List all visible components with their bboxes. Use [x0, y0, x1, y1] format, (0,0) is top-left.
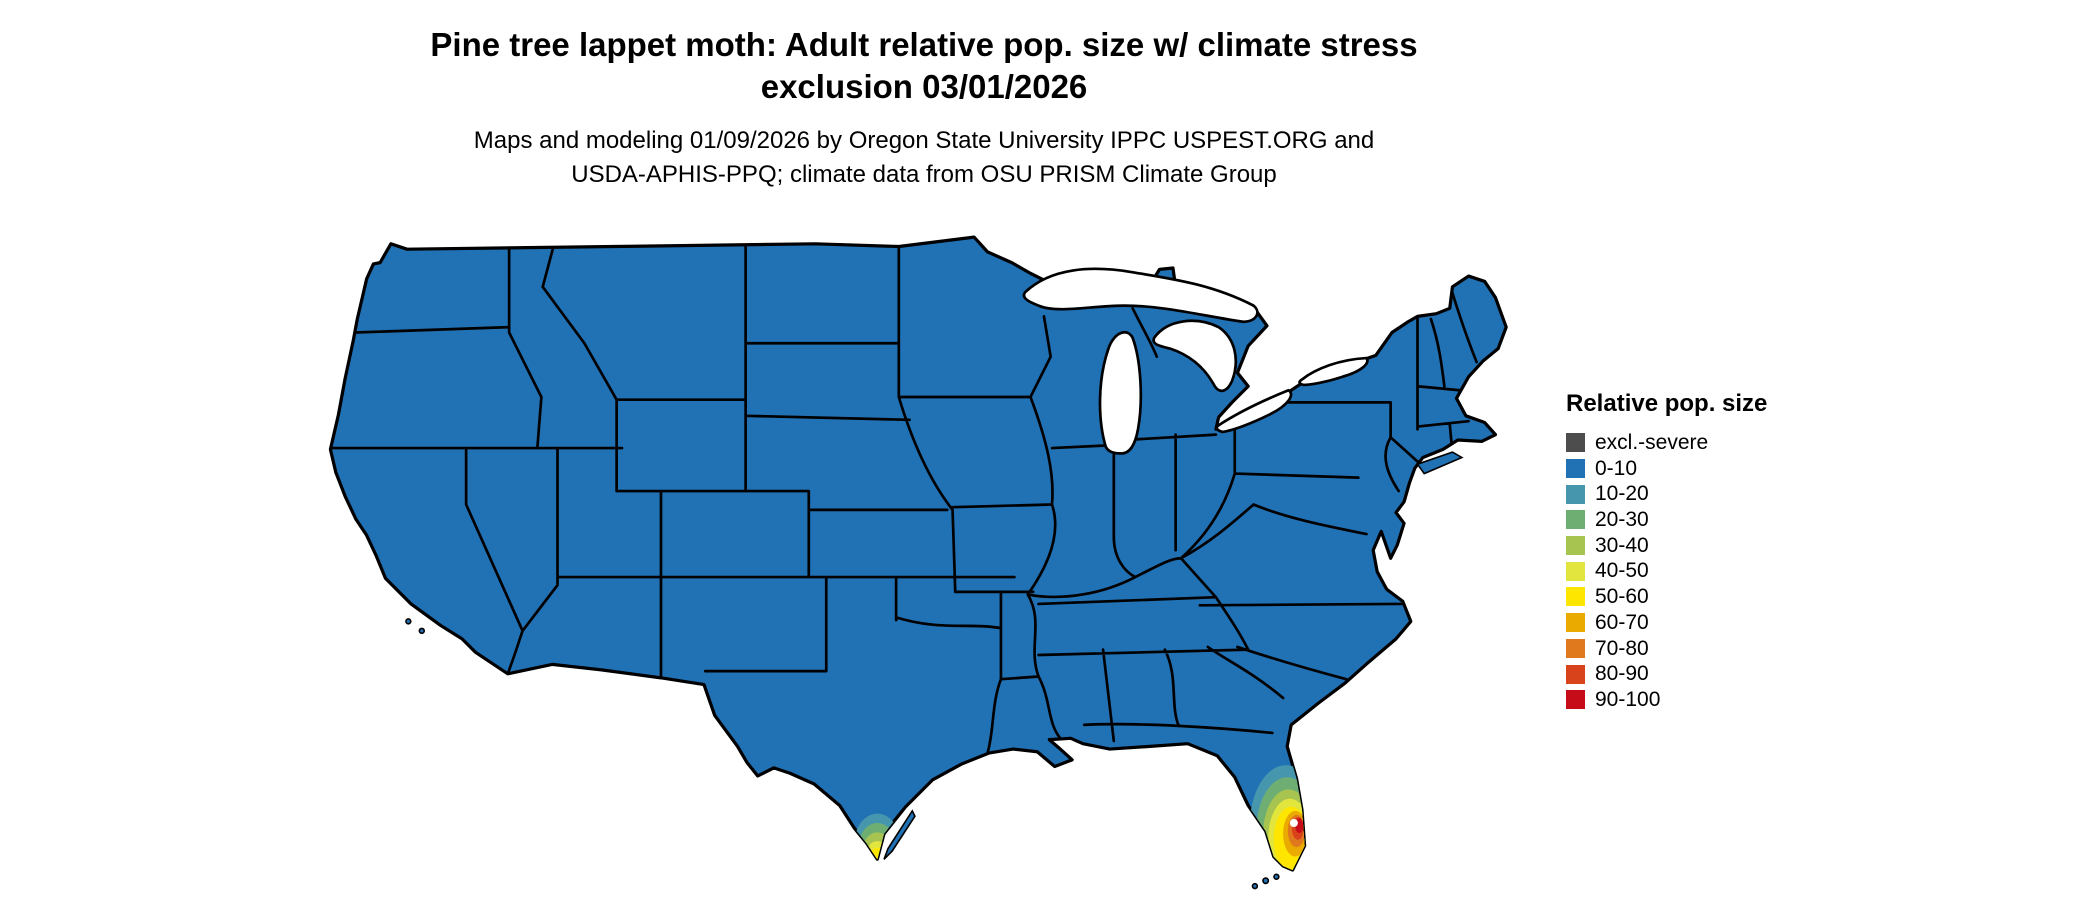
- map-title-line1: Pine tree lappet moth: Adult relative po…: [430, 26, 1418, 63]
- legend-swatch: [1566, 484, 1585, 504]
- legend-swatch: [1566, 664, 1585, 684]
- legend-swatch: [1566, 510, 1585, 530]
- lake-ontario: [1298, 356, 1369, 387]
- legend-item-label: 40-50: [1595, 559, 1649, 583]
- legend-swatch: [1566, 638, 1585, 658]
- legend-item: 50-60: [1566, 584, 1866, 610]
- great-lakes: [1022, 267, 1369, 455]
- legend-item-label: 0-10: [1595, 456, 1638, 480]
- legend-item-label: 90-100: [1595, 687, 1661, 711]
- us-map-figure: [278, 198, 1568, 897]
- legend-item: 90-100: [1566, 687, 1866, 713]
- legend-item: 80-90: [1566, 661, 1866, 687]
- legend-item-label: 50-60: [1595, 585, 1649, 609]
- map-title: Pine tree lappet moth: Adult relative po…: [0, 24, 1848, 108]
- legend-swatch: [1566, 536, 1585, 556]
- lake-superior: [1022, 267, 1259, 324]
- channel-island-2: [418, 627, 426, 635]
- padre-island: [883, 809, 916, 860]
- legend-item: 20-30: [1566, 507, 1866, 533]
- florida-key-3: [1273, 873, 1280, 880]
- legend-item-label: 60-70: [1595, 610, 1649, 634]
- lake-huron: [1152, 319, 1238, 393]
- legend-item-label: 30-40: [1595, 533, 1649, 557]
- legend-swatch: [1566, 561, 1585, 581]
- legend-item: 40-50: [1566, 558, 1866, 584]
- legend: Relative pop. size excl.-severe 0-10 10-…: [1566, 390, 1866, 713]
- legend-item-label: 20-30: [1595, 508, 1649, 532]
- legend-swatch: [1566, 690, 1585, 710]
- conus-landmass: [328, 235, 1508, 872]
- legend-item: 30-40: [1566, 533, 1866, 559]
- florida-key-1: [1262, 877, 1270, 885]
- legend-item: 0-10: [1566, 456, 1866, 482]
- legend-item-label: 80-90: [1595, 662, 1649, 686]
- legend-item: 60-70: [1566, 610, 1866, 636]
- map-title-line2: exclusion 03/01/2026: [760, 68, 1088, 106]
- state-borders-group: [330, 245, 1478, 755]
- lake-michigan: [1098, 330, 1143, 455]
- legend-swatch: [1566, 613, 1585, 633]
- legend-item-label: 10-20: [1595, 482, 1649, 506]
- legend-swatch: [1566, 459, 1585, 479]
- map-subtitle-line1: Maps and modeling 01/09/2026 by Oregon S…: [473, 127, 1375, 154]
- legend-swatch: [1566, 433, 1585, 453]
- legend-item-label: excl.-severe: [1595, 431, 1709, 454]
- us-map-svg: [328, 235, 1508, 890]
- florida-hotspot: [1249, 765, 1323, 870]
- legend-swatch: [1566, 587, 1585, 607]
- map-subtitle: Maps and modeling 01/09/2026 by Oregon S…: [0, 124, 1848, 191]
- map-subtitle-line2: USDA-APHIS-PPQ; climate data from OSU PR…: [571, 160, 1277, 188]
- lake-okeechobee: [1289, 818, 1298, 827]
- legend-item: 70-80: [1566, 636, 1866, 662]
- coastal-islands: [405, 451, 1464, 890]
- long-island: [1416, 451, 1464, 475]
- state-borders: [330, 245, 1478, 755]
- florida-key-2: [1251, 882, 1259, 890]
- legend-item: excl.-severe: [1566, 430, 1866, 456]
- legend-item: 10-20: [1566, 481, 1866, 507]
- lake-erie: [1215, 388, 1293, 434]
- channel-island-1: [405, 618, 412, 625]
- legend-title: Relative pop. size: [1566, 390, 1768, 417]
- legend-item-label: 70-80: [1595, 636, 1649, 660]
